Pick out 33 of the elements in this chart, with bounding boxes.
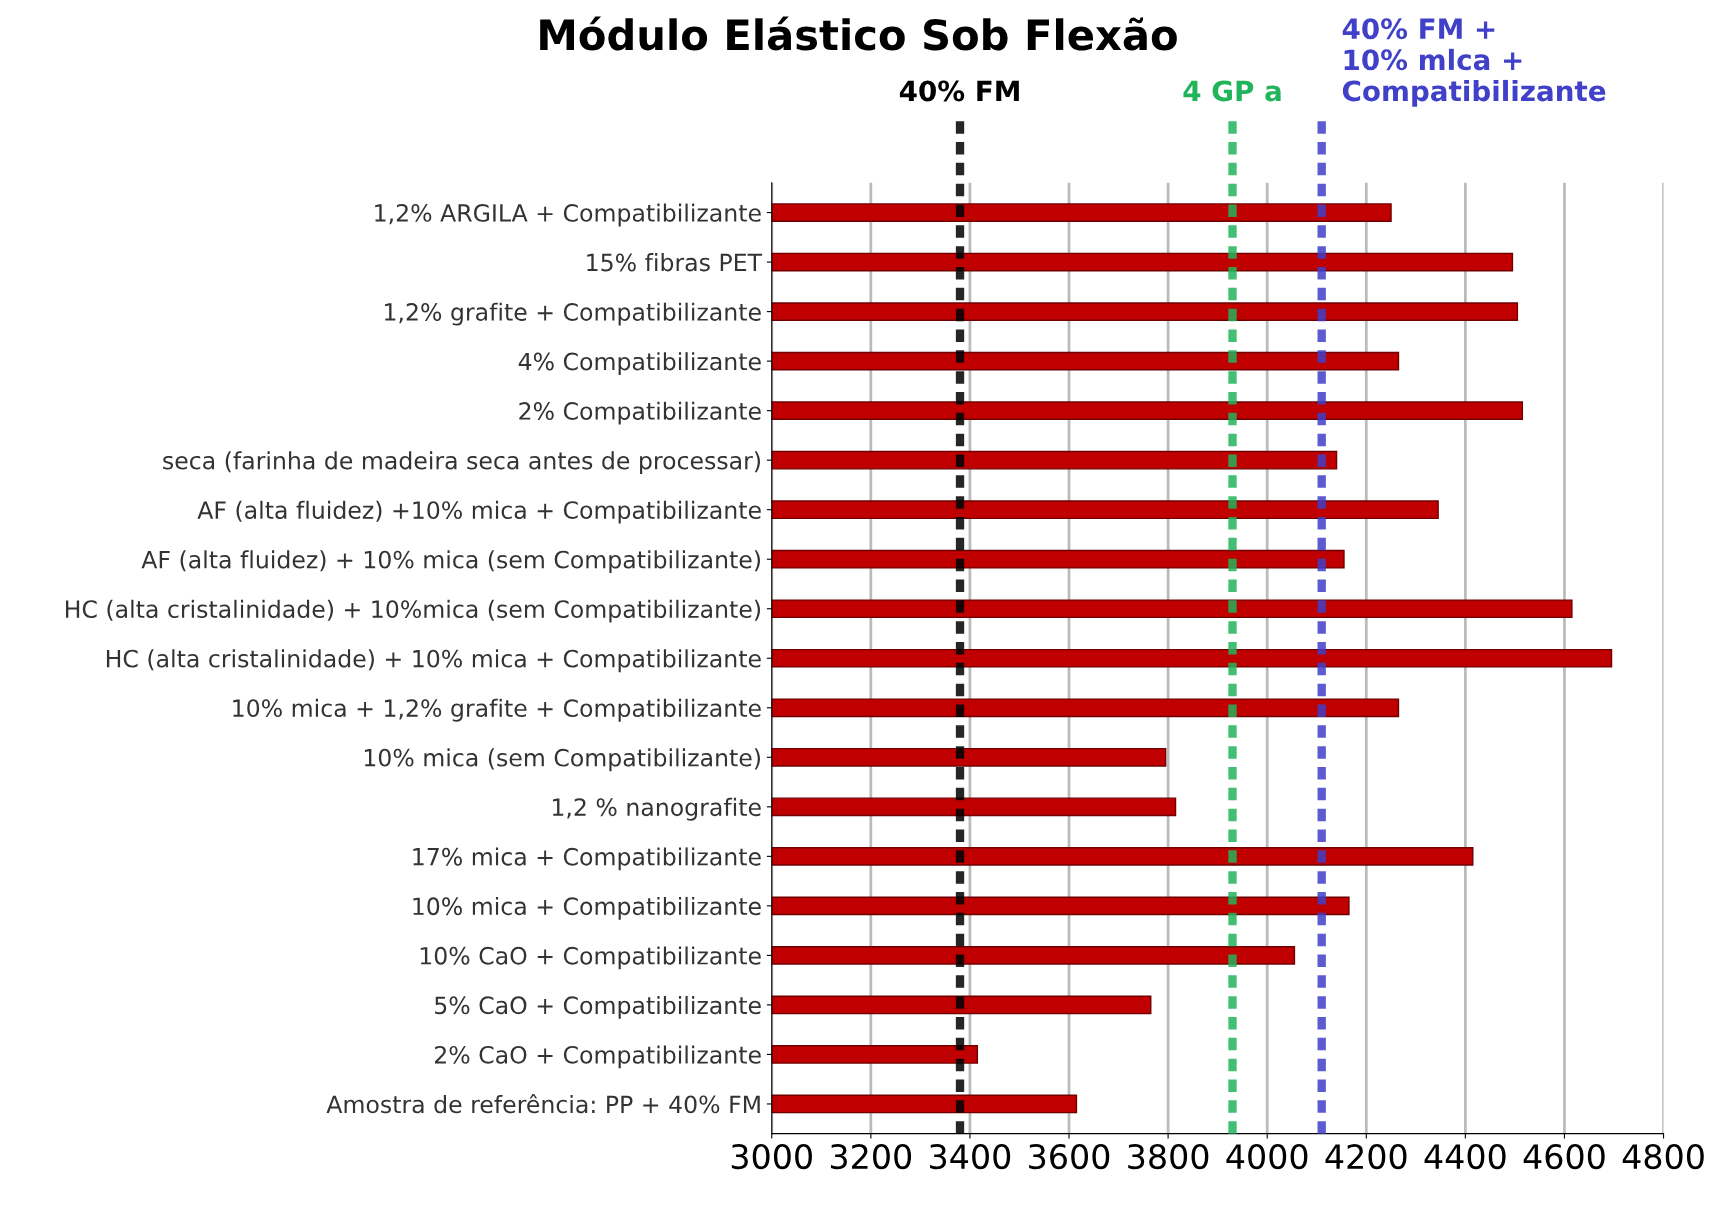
y-tick-label: 10% mica (sem Compatibilizante)	[364, 748, 760, 772]
chart-title: Módulo Elástico Sob Flexão	[540, 16, 1177, 51]
y-tick-label: 17% mica + Compatibilizante	[413, 847, 761, 871]
y-tick-label: 1,2% ARGILA + Compatibilizante	[375, 203, 761, 227]
x-tick-label: 3200	[830, 1143, 912, 1170]
y-tick-label: AF (alta fluidez) +10% mica + Compatibilizante	[197, 500, 761, 524]
ref-line-label: 4 GP a	[1183, 80, 1281, 102]
y-tick-label: 2% CaO + Compatibilizante	[434, 1045, 761, 1069]
y-tick-label: 10% CaO + Compatibilizante	[420, 946, 761, 970]
y-tick-label: AF (alta fluidez) + 10% mica (sem Compatibilizante)	[141, 550, 761, 574]
x-tick-label: 3800	[1128, 1143, 1209, 1170]
y-tick-label: 10% mica + 1,2% grafite + Compatibilizante	[233, 698, 761, 722]
y-tick-label: seca (farinha de madeira seca antes de processar)	[163, 451, 760, 475]
x-tick-label: 3400	[930, 1143, 1011, 1170]
x-tick-label: 4000	[1226, 1143, 1308, 1170]
x-tick-label: 3600	[1029, 1143, 1110, 1170]
x-tick-label: 4400	[1424, 1143, 1506, 1170]
y-tick-label: 4% Compatibilizante	[518, 352, 761, 376]
y-tick-label: 1,2% grafite + Compatibilizante	[385, 302, 761, 326]
ref-line-label: 40% FM + 10% mlca + Compatibilizante	[1342, 18, 1606, 107]
x-tick-label: 3000	[731, 1143, 812, 1170]
y-tick-label: 1,2 % nanografite	[552, 797, 761, 821]
y-tick-label: 15% fibras PET	[587, 253, 763, 272]
y-tick-label: 10% mica + Compatibilizante	[413, 896, 761, 920]
ref-line-label: 40% FM	[899, 80, 1019, 102]
x-tick-label: 4200	[1325, 1143, 1407, 1170]
x-tick-label: 4800	[1622, 1143, 1704, 1170]
y-tick-label: Amostra de referência: PP + 40% FM	[326, 1094, 760, 1114]
y-tick-label: HC (alta cristalinidade) + 10%mica (sem Compatibilizante)	[66, 599, 760, 623]
y-tick-label: 2% Compatibilizante	[519, 401, 761, 425]
x-tick-label: 4600	[1523, 1143, 1605, 1170]
y-tick-label: 5% CaO + Compatibilizante	[435, 995, 761, 1019]
y-tick-label: HC (alta cristalinidade) + 10% mica + Compatibilizante	[106, 649, 761, 673]
